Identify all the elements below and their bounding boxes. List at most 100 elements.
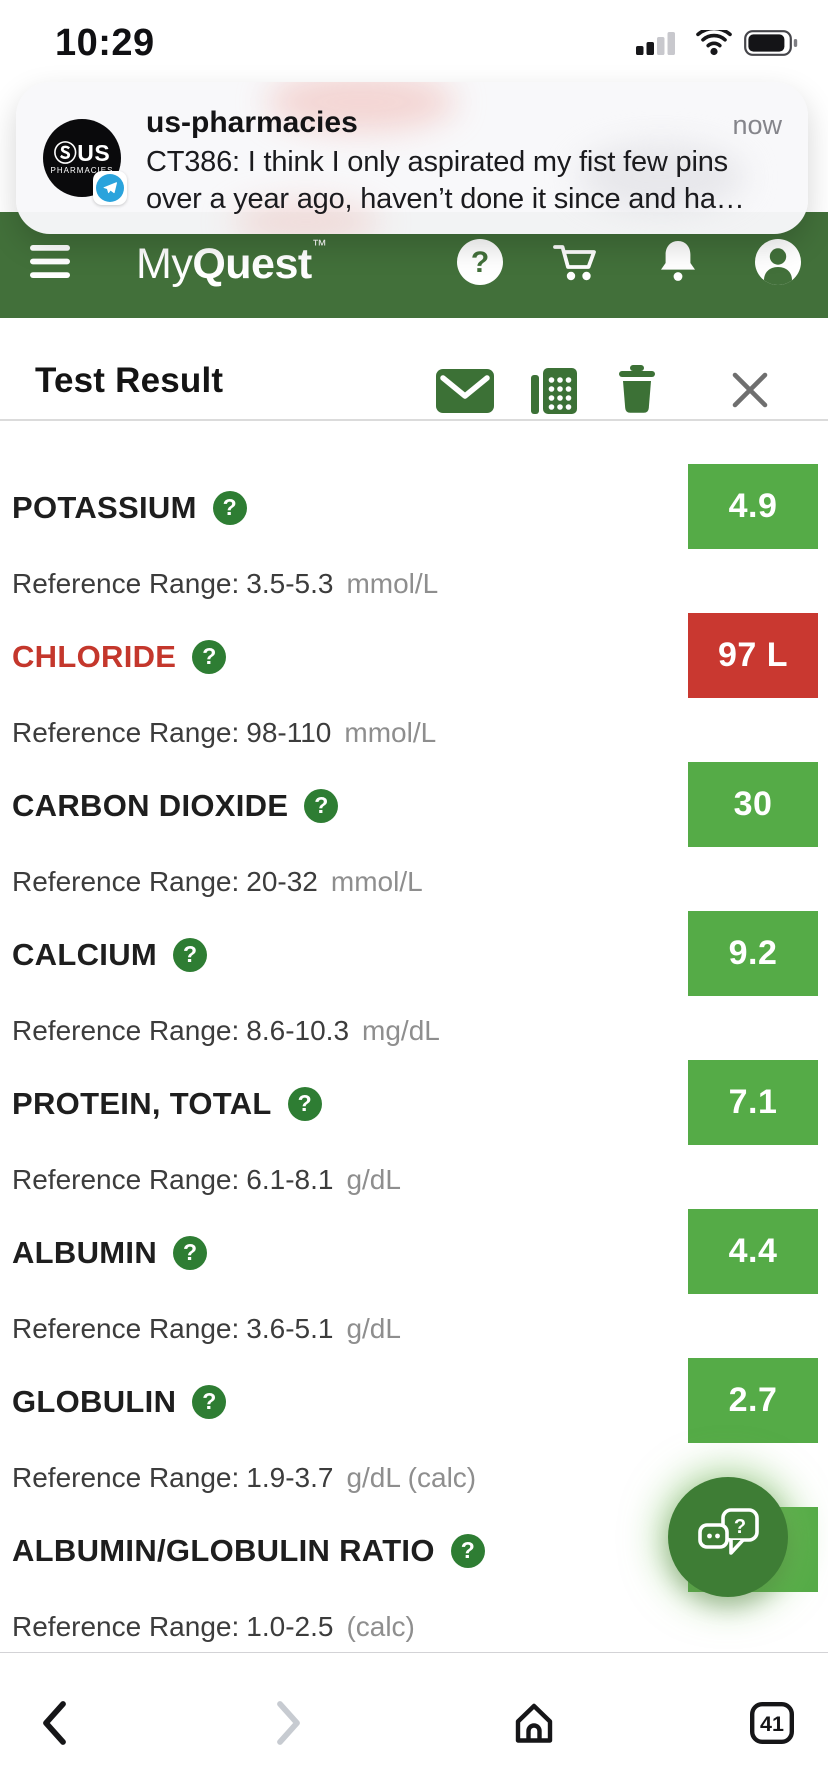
analyte-name: CALCIUM	[12, 937, 158, 972]
analyte-name: GLOBULIN	[12, 1384, 177, 1419]
tabs-icon: 41	[750, 1702, 794, 1744]
analyte-name: PROTEIN, TOTAL	[12, 1086, 272, 1121]
battery-icon	[744, 30, 798, 56]
nav-forward-button[interactable]	[275, 1700, 303, 1746]
reference-range-value: 3.5-5.3	[246, 568, 334, 599]
bell-icon	[661, 241, 695, 281]
status-time: 10:29	[55, 22, 155, 64]
reference-range-unit: mmol/L	[330, 866, 423, 897]
fax-icon	[531, 368, 577, 414]
reference-range-value: 98-110	[246, 717, 332, 748]
fax-button[interactable]	[530, 363, 580, 415]
help-icon[interactable]: ?	[304, 789, 339, 823]
notification-banner[interactable]: ⓈUS PHARMACIES us-pharmacies now CT386: …	[16, 82, 808, 234]
svg-text:?: ?	[471, 246, 489, 279]
reference-range-label: Reference Range:	[12, 1462, 240, 1493]
divider	[0, 419, 828, 421]
result-value: 97 L	[717, 636, 789, 674]
reference-range-value: 3.6-5.1	[246, 1313, 334, 1344]
reference-range: Reference Range: 8.6-10.3 mg/dL	[12, 1015, 440, 1047]
reference-range-label: Reference Range:	[12, 1611, 240, 1642]
reference-range: Reference Range: 3.5-5.3 mmol/L	[12, 568, 438, 600]
reference-range-label: Reference Range:	[12, 1015, 240, 1046]
result-value: 2.7	[728, 1381, 778, 1419]
reference-range: Reference Range: 20-32 mmol/L	[12, 866, 423, 898]
account-button[interactable]	[755, 239, 801, 285]
reference-range-unit: mg/dL	[362, 1015, 440, 1046]
help-icon[interactable]: ?	[212, 491, 247, 525]
result-row: POTASSIUM ? Reference Range: 3.5-5.3 mmol/…	[0, 464, 828, 613]
page-title: Test Result	[35, 361, 224, 400]
help-icon: ?	[457, 239, 503, 285]
result-value-box[interactable]: 7.1	[688, 1060, 818, 1145]
result-value: 4.9	[728, 487, 778, 525]
help-icon[interactable]: ?	[173, 1236, 208, 1270]
notification-message-line1: CT386: I think I only aspirated my fist …	[146, 146, 728, 178]
delete-button[interactable]	[617, 364, 657, 414]
telegram-icon	[93, 171, 127, 205]
status-icons	[636, 30, 798, 56]
analyte-name: POTASSIUM	[12, 490, 197, 525]
notifications-button[interactable]	[657, 238, 699, 284]
reference-range-unit: mmol/L	[344, 717, 437, 748]
wifi-icon	[696, 30, 732, 56]
result-value-box[interactable]: 4.9	[688, 464, 818, 549]
cart-icon	[553, 245, 596, 281]
myquest-logo[interactable]: MyQuest™	[136, 237, 327, 288]
result-value-box[interactable]: 2.7	[688, 1358, 818, 1443]
svg-text:?: ?	[734, 1516, 746, 1538]
reference-range-label: Reference Range:	[12, 1164, 240, 1195]
back-chevron-icon	[43, 1701, 66, 1745]
chat-help-fab[interactable]: ?	[668, 1477, 788, 1597]
chat-question-icon: ?	[698, 1508, 759, 1555]
forward-chevron-icon	[277, 1701, 300, 1745]
reference-range-label: Reference Range:	[12, 1313, 240, 1344]
reference-range-label: Reference Range:	[12, 717, 240, 748]
blurred-background-blob	[576, 142, 746, 212]
notification-timestamp: now	[732, 110, 782, 140]
help-button[interactable]: ?	[457, 239, 503, 285]
notification-message-line2: over a year ago, haven’t done it since a…	[146, 183, 745, 215]
reference-range: Reference Range: 1.0-2.5 (calc)	[12, 1611, 415, 1643]
result-value-box[interactable]: 97 L	[688, 613, 818, 698]
result-value-box[interactable]: 9.2	[688, 911, 818, 996]
result-value-box[interactable]: 30	[688, 762, 818, 847]
mail-icon	[436, 369, 494, 413]
nav-tabs-button[interactable]: 41	[749, 1701, 795, 1745]
help-icon[interactable]: ?	[173, 938, 208, 972]
cart-button[interactable]	[553, 241, 599, 283]
reference-range-value: 1.0-2.5	[246, 1611, 334, 1642]
close-button[interactable]	[728, 368, 772, 412]
reference-range-unit: g/dL (calc)	[346, 1462, 477, 1493]
help-icon[interactable]: ?	[287, 1087, 322, 1121]
mail-button[interactable]	[436, 369, 494, 413]
blurred-background-blob	[266, 82, 456, 132]
nav-home-button[interactable]	[511, 1700, 557, 1746]
blurred-background-blob	[231, 200, 381, 234]
hamburger-icon	[30, 245, 70, 278]
help-icon[interactable]: ?	[450, 1534, 485, 1568]
reference-range-value: 20-32	[246, 866, 318, 897]
analyte-name: ALBUMIN	[12, 1235, 158, 1270]
result-row: CALCIUM ? Reference Range: 8.6-10.3 mg/dL …	[0, 911, 828, 1060]
tab-count: 41	[760, 1712, 784, 1736]
result-row: CARBON DIOXIDE ? Reference Range: 20-32 mm…	[0, 762, 828, 911]
result-value-box[interactable]: 4.4	[688, 1209, 818, 1294]
result-row: PROTEIN, TOTAL ? Reference Range: 6.1-8.1…	[0, 1060, 828, 1209]
home-icon	[515, 1703, 553, 1743]
bottom-nav: 41	[0, 1652, 828, 1792]
menu-button[interactable]	[30, 245, 70, 282]
reference-range: Reference Range: 6.1-8.1 g/dL	[12, 1164, 401, 1196]
help-icon[interactable]: ?	[192, 640, 227, 674]
help-icon[interactable]: ?	[192, 1385, 227, 1419]
nav-back-button[interactable]	[40, 1700, 68, 1746]
result-row: GLOBULIN ? Reference Range: 1.9-3.7 g/dL (…	[0, 1358, 828, 1507]
avatar-logo-text: ⓈUS	[53, 140, 111, 166]
reference-range-label: Reference Range:	[12, 866, 240, 897]
analyte-name: CARBON DIOXIDE	[12, 788, 289, 823]
result-value: 9.2	[728, 934, 778, 972]
reference-range-unit: (calc)	[346, 1611, 415, 1642]
reference-range-unit: g/dL	[346, 1313, 401, 1344]
reference-range-value: 6.1-8.1	[246, 1164, 334, 1195]
